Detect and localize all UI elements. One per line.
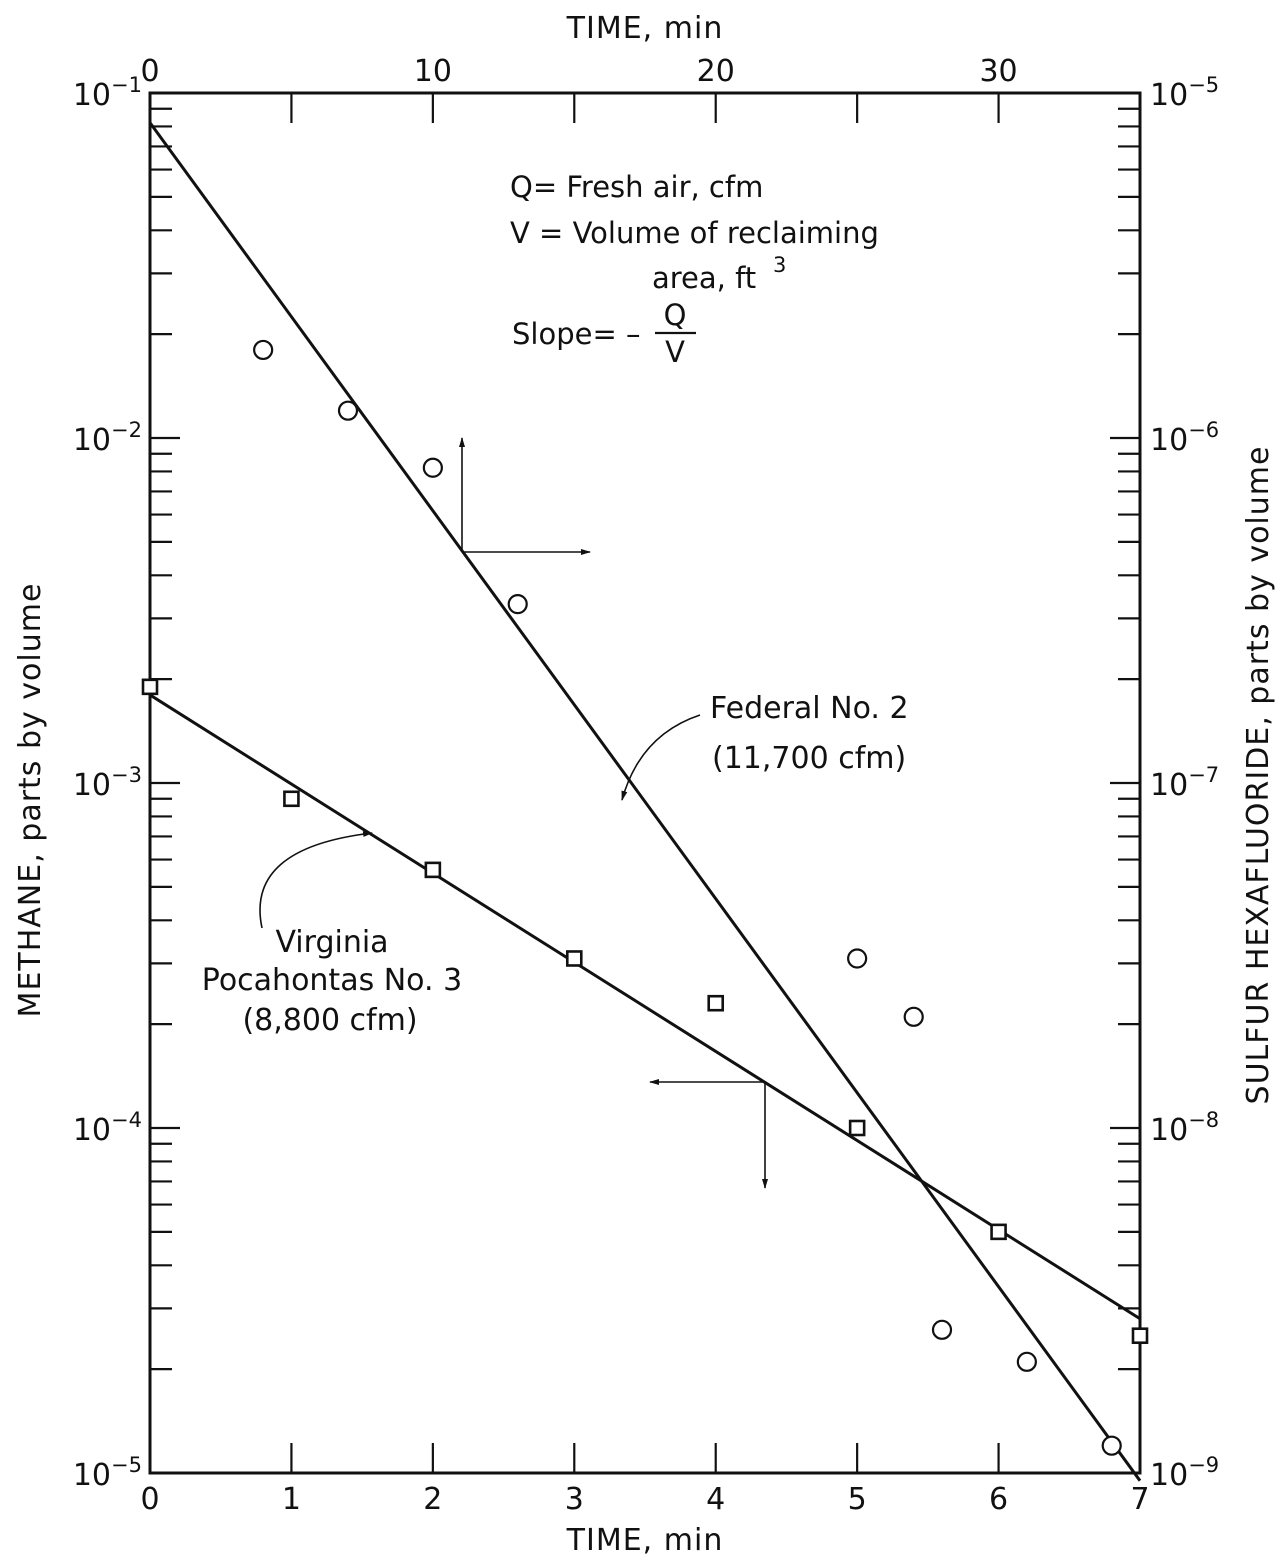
right-axis-tick-label: 10−8 — [1150, 1108, 1219, 1148]
annotation-q: Q= Fresh air, cfm — [510, 170, 763, 204]
federal-data-point — [903, 1006, 924, 1027]
left-axis-title: METHANE, parts by volume — [13, 583, 48, 1018]
top-axis-title: TIME, min — [566, 11, 724, 46]
federal-label-leader — [621, 714, 701, 801]
annotation-area: area, ft — [652, 261, 756, 295]
bottom-axis-title: TIME, min — [566, 1523, 724, 1558]
federal-data-point — [422, 457, 443, 478]
tick-labels-layer: 10−5 10−4 10−3 10−2 10−1 10−9 10−8 10−7 10−6 10−5… — [73, 54, 1219, 1517]
left-axis-tick-label: 10−4 — [73, 1108, 142, 1148]
virginia-label-leader — [259, 831, 373, 929]
virginia-data-point — [1131, 1327, 1149, 1345]
federal-data-point — [931, 1319, 953, 1340]
annotation-slope-numerator: Q — [664, 298, 687, 332]
top-axis-tick-label: 0 — [140, 54, 159, 89]
federal-data-point — [337, 400, 359, 421]
bottom-axis-tick-label: 1 — [282, 1482, 301, 1517]
bottom-axis-tick-label: 0 — [140, 1482, 159, 1517]
annotation-slope-denominator: V — [665, 335, 685, 369]
virginia-series-label-line2: Pocahontas No. 3 — [202, 963, 462, 998]
right-axis-title: SULFUR HEXAFLUORIDE, parts by volume — [1241, 446, 1276, 1105]
bottom-axis-tick-label: 3 — [565, 1482, 584, 1517]
right-axis-tick-label: 10−9 — [1150, 1453, 1219, 1493]
left-axis-tick-label: 10−1 — [73, 73, 142, 113]
federal-data-point — [1101, 1435, 1122, 1456]
virginia-data-point — [707, 994, 725, 1012]
annotation-slope: Slope= – — [512, 317, 640, 351]
bottom-axis-tick-label: 2 — [423, 1482, 442, 1517]
virginia-fit-line — [149, 693, 1141, 1320]
top-axis-tick-label: 10 — [414, 54, 452, 89]
annotation-area-exponent: 3 — [773, 253, 786, 277]
right-axis-tick-label: 10−7 — [1150, 763, 1219, 803]
federal-series-detail: (11,700 cfm) — [712, 741, 906, 776]
ticks-layer — [148, 93, 1142, 1475]
top-axis-tick-label: 20 — [697, 54, 735, 89]
federal-data-point — [253, 339, 274, 361]
federal-data-point — [507, 594, 528, 615]
right-axis-tick-label: 10−5 — [1150, 73, 1219, 113]
federal-series-label: Federal No. 2 — [710, 691, 909, 726]
plot-frame — [148, 91, 1142, 1475]
federal-fit-line — [148, 121, 1142, 1482]
virginia-series-detail: (8,800 cfm) — [242, 1003, 417, 1038]
virginia-data-point — [424, 861, 442, 879]
virginia-data-point — [990, 1223, 1007, 1241]
bottom-axis-tick-label: 4 — [706, 1482, 725, 1517]
right-axis-tick-label: 10−6 — [1150, 418, 1219, 458]
top-axis-tick-label: 30 — [979, 54, 1017, 89]
left-axis-tick-label: 10−5 — [73, 1453, 142, 1493]
annotation-v: V = Volume of reclaiming — [510, 216, 879, 250]
virginia-data-point — [565, 950, 583, 967]
left-axis-tick-label: 10−2 — [73, 418, 142, 458]
left-axis-tick-label: 10−3 — [73, 763, 142, 803]
virginia-series-label-line1: Virginia — [275, 925, 388, 960]
virginia-data-point — [283, 790, 300, 808]
bottom-axis-tick-label: 6 — [989, 1482, 1008, 1517]
virginia-data-point — [141, 678, 159, 696]
federal-data-point — [1016, 1351, 1037, 1372]
bottom-axis-tick-label: 5 — [848, 1482, 867, 1517]
federal-data-point — [847, 948, 868, 969]
bottom-axis-tick-label: 7 — [1130, 1482, 1149, 1517]
virginia-data-point — [848, 1119, 866, 1137]
data-points-layer — [141, 339, 1149, 1456]
